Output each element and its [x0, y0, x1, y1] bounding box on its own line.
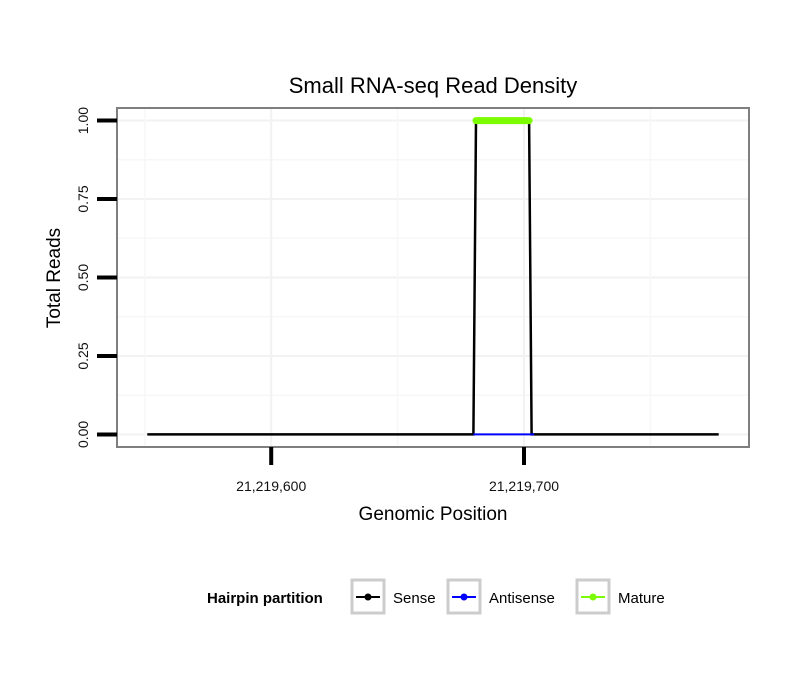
legend-label: Sense	[393, 590, 436, 607]
x-axis-ticks: 21,219,600 21,219,700	[236, 447, 559, 494]
y-tick-label: 0.50	[75, 264, 91, 291]
x-tick-label: 21,219,600	[236, 478, 306, 494]
grid-lines	[117, 108, 749, 447]
y-axis-ticks: 0.00 0.25 0.50 0.75 1.00	[75, 107, 117, 448]
legend-label: Mature	[618, 590, 665, 607]
legend-key-point	[364, 593, 372, 601]
legend-item-antisense: Antisense	[446, 578, 555, 615]
y-axis-label: Total Reads	[44, 228, 65, 328]
x-tick-label: 21,219,700	[489, 478, 559, 494]
x-axis-label: Genomic Position	[359, 504, 508, 525]
legend-item-sense: Sense	[350, 578, 436, 615]
chart-title: Small RNA-seq Read Density	[289, 73, 578, 98]
legend-key-point	[589, 593, 597, 601]
legend-label: Antisense	[489, 590, 555, 607]
y-tick-label: 0.25	[75, 342, 91, 369]
series-layer	[147, 117, 719, 436]
legend-title: Hairpin partition	[207, 590, 323, 607]
y-tick-label: 1.00	[75, 107, 91, 134]
legend-key-point	[460, 593, 468, 601]
y-tick-label: 0.00	[75, 421, 91, 448]
y-tick-label: 0.75	[75, 185, 91, 212]
legend-item-mature: Mature	[575, 578, 665, 615]
legend: Hairpin partition Sense Antisense Mature	[207, 578, 665, 615]
